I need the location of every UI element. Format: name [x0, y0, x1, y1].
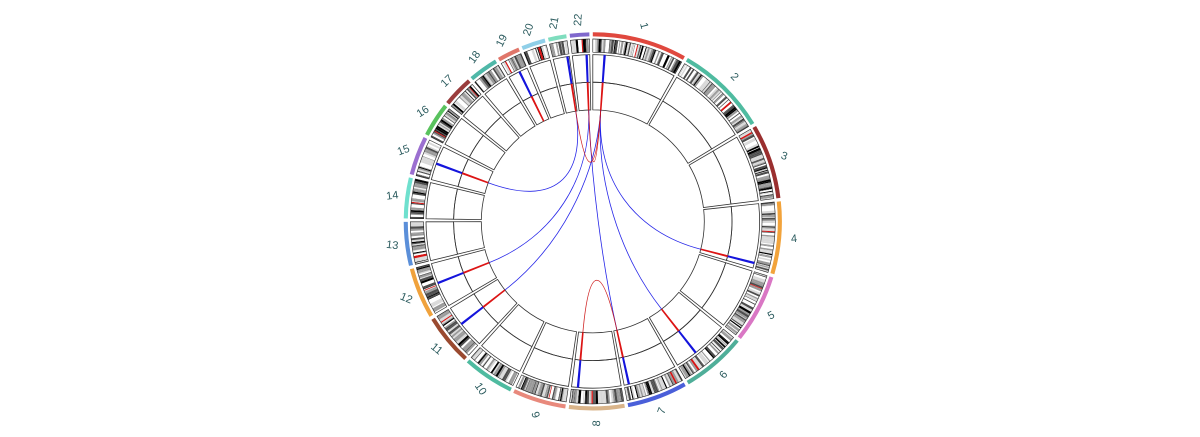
svg-text:8: 8 [591, 420, 603, 426]
svg-text:13: 13 [385, 239, 399, 252]
svg-text:22: 22 [572, 13, 585, 26]
svg-text:21: 21 [547, 16, 561, 30]
svg-text:14: 14 [386, 189, 400, 202]
svg-text:4: 4 [790, 233, 797, 245]
